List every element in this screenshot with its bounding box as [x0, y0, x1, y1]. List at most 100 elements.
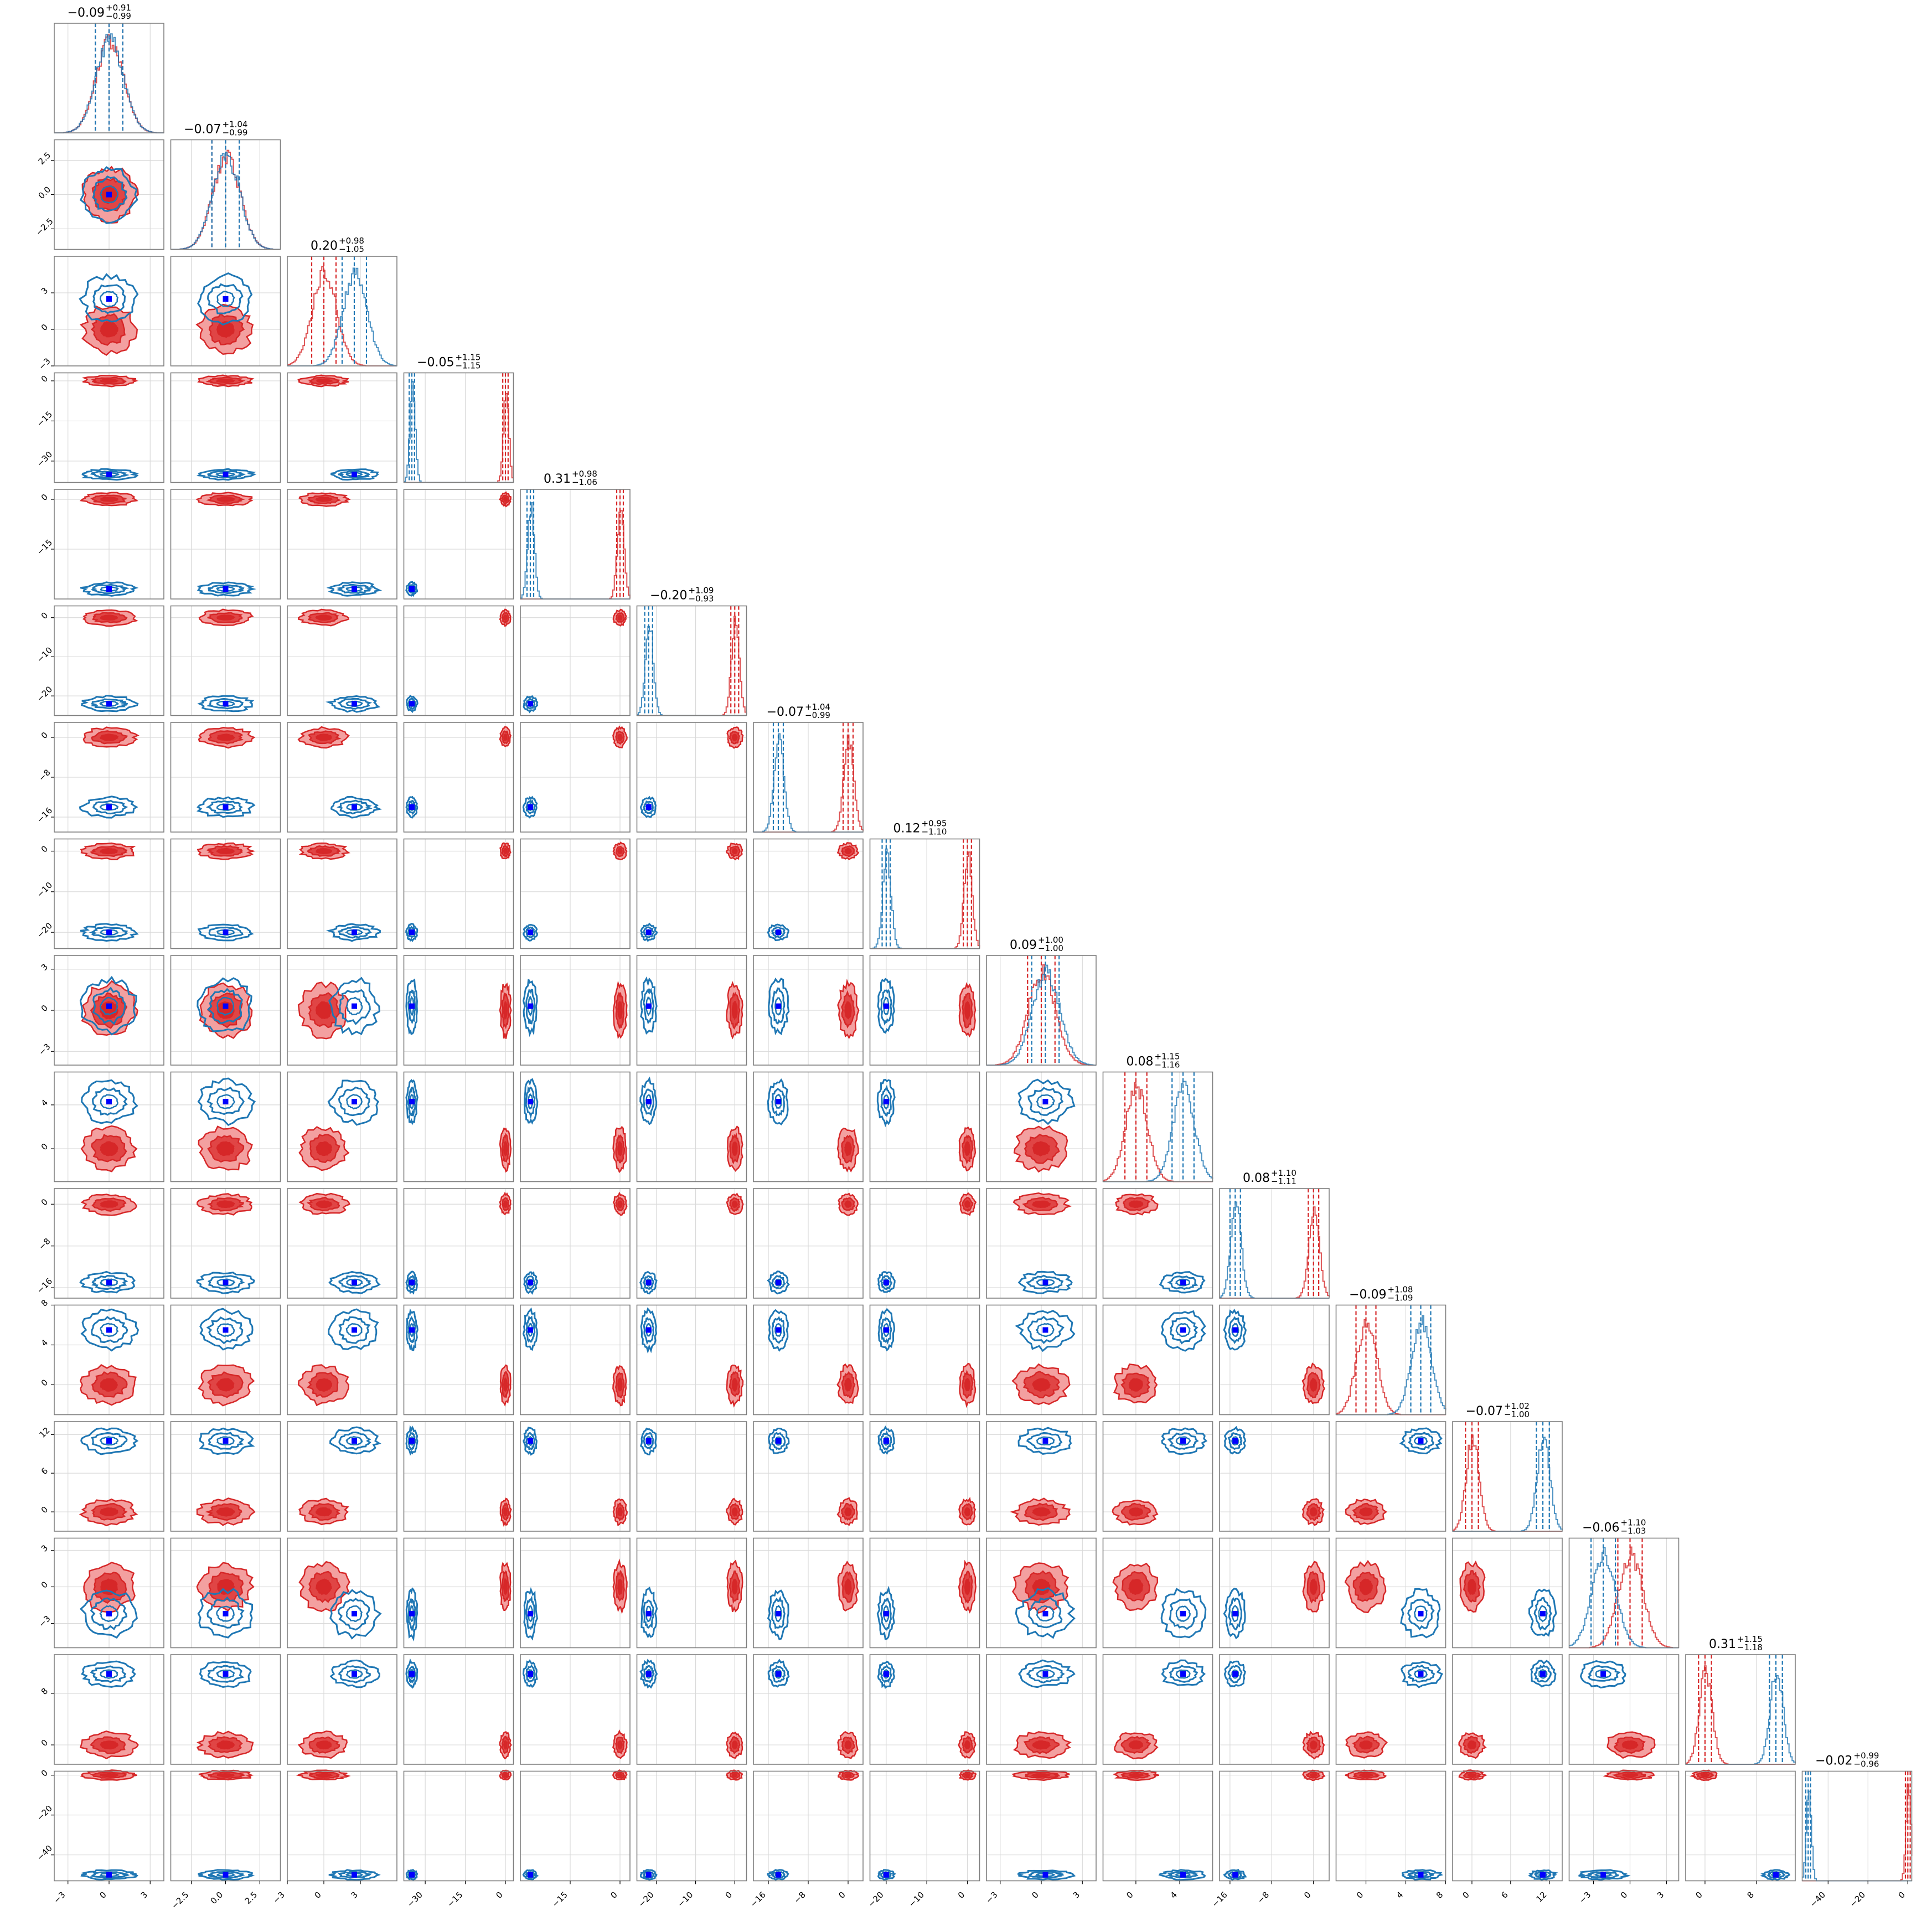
- panel-frame: [54, 23, 164, 133]
- blue-contour-mid: [92, 284, 126, 314]
- truth-marker: [528, 701, 533, 707]
- panel-15-5: −20 −10 0: [637, 1769, 747, 1909]
- panel-2-0: −3 0 3: [37, 256, 164, 372]
- blue-contour-outer: [767, 923, 790, 942]
- hist-red: [404, 392, 514, 483]
- truth-marker: [409, 1872, 415, 1878]
- panel-frame: [636, 1537, 747, 1649]
- red-contour-inner: [315, 497, 333, 502]
- panel-frame: [54, 1188, 164, 1299]
- hist-red: [1103, 1082, 1213, 1182]
- blue-contour-inner: [100, 586, 119, 592]
- blue-contour-outer: [405, 694, 419, 714]
- blue-contour-inner: [345, 472, 363, 477]
- blue-contour-outer: [327, 1079, 379, 1126]
- blue-contour-mid: [337, 799, 373, 815]
- truth-marker: [106, 586, 112, 592]
- red-contour-inner: [315, 614, 332, 621]
- panel-10-2: [287, 1188, 397, 1299]
- hist-blue: [404, 381, 514, 483]
- truth-marker: [1232, 1671, 1238, 1677]
- truth-marker: [1232, 1327, 1238, 1333]
- panel-13-13: [1568, 1537, 1680, 1649]
- title-minus: −1.06: [572, 477, 597, 487]
- red-contour-inner: [503, 1140, 508, 1156]
- x-tick-label: −2.5: [169, 1890, 190, 1911]
- panel-13-2: [287, 1537, 397, 1649]
- blue-contour-outer: [639, 1659, 658, 1689]
- blue-contour-mid: [337, 1598, 370, 1631]
- panel-13-0: −3 0 3: [37, 1537, 164, 1649]
- panel-11-5: [636, 1304, 747, 1416]
- red-contour-inner: [844, 1773, 852, 1778]
- blue-contour-inner: [774, 1323, 782, 1337]
- panel-13-9: [1102, 1537, 1213, 1649]
- truth-marker: [352, 1671, 357, 1677]
- truth-marker: [1180, 1327, 1186, 1333]
- truth-marker: [352, 1610, 357, 1616]
- blue-contour-outer: [639, 1869, 658, 1881]
- blue-contour-mid: [1026, 1432, 1063, 1450]
- panel-frame: [403, 1421, 514, 1532]
- blue-contour-outer: [1017, 1270, 1073, 1294]
- truth-marker: [528, 1610, 533, 1616]
- hist-red: [1802, 1783, 1913, 1882]
- panel-10-4: [520, 1188, 631, 1299]
- truth-marker: [1042, 1279, 1048, 1285]
- blue-contour-inner: [99, 1605, 118, 1623]
- panel-frame: [986, 1071, 1097, 1182]
- blue-contour-mid: [208, 1432, 245, 1450]
- blue-contour-mid: [1028, 1597, 1063, 1629]
- panel-title-3: −0.05 +1.15−1.15: [417, 353, 481, 371]
- panel-frame: [636, 1654, 747, 1765]
- truth-marker: [883, 1003, 889, 1009]
- truth-marker: [1042, 1671, 1048, 1677]
- red-contour-inner: [844, 1377, 852, 1392]
- blue-contour-mid: [525, 989, 536, 1025]
- panel-frame: [1102, 1071, 1213, 1182]
- blue-contour-outer: [876, 1078, 896, 1128]
- panel-6-2: [287, 722, 397, 833]
- blue-contour-outer: [1160, 1588, 1207, 1639]
- panel-11-8: [986, 1304, 1097, 1416]
- blue-contour-mid: [407, 1598, 416, 1633]
- panel-9-2: [287, 1071, 397, 1182]
- blue-contour-inner: [774, 1604, 782, 1623]
- title-median: −0.07: [1466, 1404, 1503, 1418]
- red-contour-inner: [316, 1578, 332, 1595]
- truth-marker: [1540, 1671, 1546, 1677]
- blue-contour-outer: [523, 1427, 538, 1456]
- title-median: −0.09: [1349, 1288, 1386, 1302]
- red-contour-inner: [732, 1740, 738, 1750]
- panel-frame: [403, 1654, 514, 1765]
- panel-11-6: [753, 1304, 864, 1416]
- truth-marker: [106, 1003, 112, 1009]
- red-contour-inner: [964, 1773, 970, 1778]
- blue-contour-outer: [1401, 1869, 1443, 1881]
- blue-contour-outer: [81, 1660, 136, 1688]
- blue-contour-outer: [328, 1308, 379, 1350]
- blue-contour-outer: [639, 795, 657, 818]
- x-tick-label: 0: [312, 1890, 323, 1900]
- title-median: −0.02: [1815, 1754, 1852, 1768]
- panel-6-4: [520, 722, 631, 833]
- truth-marker: [645, 1279, 652, 1285]
- panel-7-0: −20 −10 0: [35, 838, 164, 949]
- panel-frame: [1452, 1421, 1563, 1532]
- panel-title-1: −0.07 +1.04−0.99: [184, 120, 247, 138]
- blue-contour-outer: [768, 1428, 790, 1454]
- truth-marker: [776, 1279, 781, 1285]
- blue-contour-outer: [81, 695, 139, 712]
- blue-contour-outer: [640, 922, 658, 942]
- panel-title-7: 0.12 +0.95−1.10: [893, 819, 947, 837]
- red-contour-inner: [1032, 1141, 1051, 1157]
- blue-contour-outer: [1160, 1310, 1206, 1352]
- panel-10-10: [1219, 1188, 1330, 1299]
- truth-marker: [1042, 1327, 1048, 1333]
- blue-contour-inner: [1036, 1669, 1056, 1679]
- truth-marker: [528, 1872, 533, 1878]
- panel-14-1: [170, 1654, 281, 1765]
- panel-15-13: −3 0 3: [1568, 1769, 1680, 1905]
- panel-2-2: [287, 256, 397, 366]
- y-tick-label: −2.5: [34, 216, 55, 237]
